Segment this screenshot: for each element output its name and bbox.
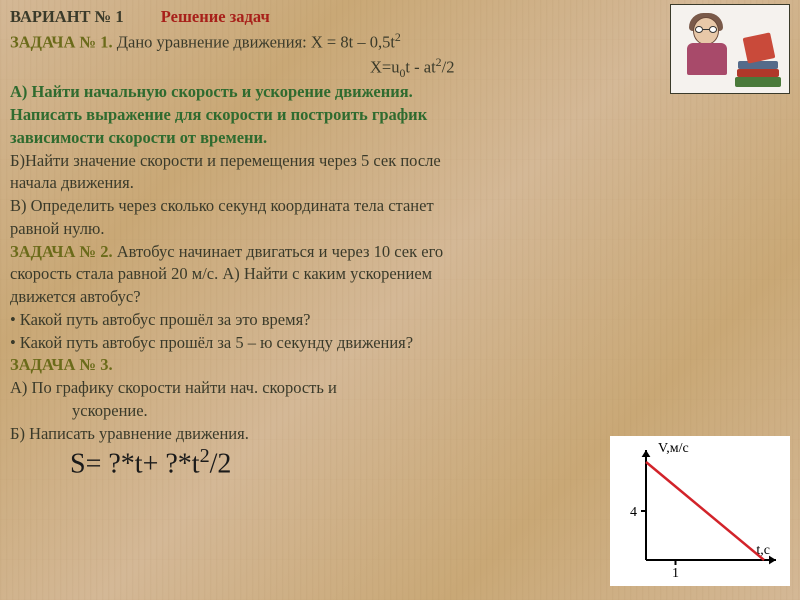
task1-a-line2: Написать выражение для скорости и постро… — [10, 104, 790, 127]
svg-text:1: 1 — [672, 566, 679, 581]
task1-b-line1: Б)Найти значение скорости и перемещения … — [10, 150, 790, 173]
task2-text3: движется автобус? — [10, 286, 790, 309]
velocity-chart: 14V,м/сt,с — [610, 436, 790, 586]
task1-a-line3: зависимости скорости от времени. — [10, 127, 790, 150]
task2-q2: Какой путь автобус прошёл за 5 – ю секун… — [10, 332, 790, 355]
task1-c-line1: В) Определить через сколько секунд коорд… — [10, 195, 790, 218]
header-illustration — [670, 4, 790, 94]
svg-text:4: 4 — [630, 505, 637, 520]
task2-text2: скорость стала равной 20 м/с. А) Найти с… — [10, 263, 790, 286]
task3-a1: А) По графику скорости найти нач. скорос… — [10, 377, 790, 400]
task2-text1: Автобус начинает двигаться и через 10 се… — [113, 242, 444, 261]
svg-text:V,м/с: V,м/с — [658, 441, 689, 456]
page-title: Решение задач — [161, 7, 270, 26]
task3-a2: ускорение. — [10, 400, 790, 423]
task1-b-line2: начала движения. — [10, 172, 790, 195]
task1-given: Дано уравнение движения: Х = 8t – 0,5t — [113, 32, 395, 51]
variant-label: ВАРИАНТ № 1 — [10, 7, 124, 26]
task1-c-line2: равной нулю. — [10, 218, 790, 241]
task1-label: ЗАДАЧА № 1. — [10, 32, 113, 51]
task2-label: ЗАДАЧА № 2. — [10, 242, 113, 261]
task2-q1: Какой путь автобус прошёл за это время? — [10, 309, 790, 332]
task3-label: ЗАДАЧА № 3. — [10, 354, 790, 377]
